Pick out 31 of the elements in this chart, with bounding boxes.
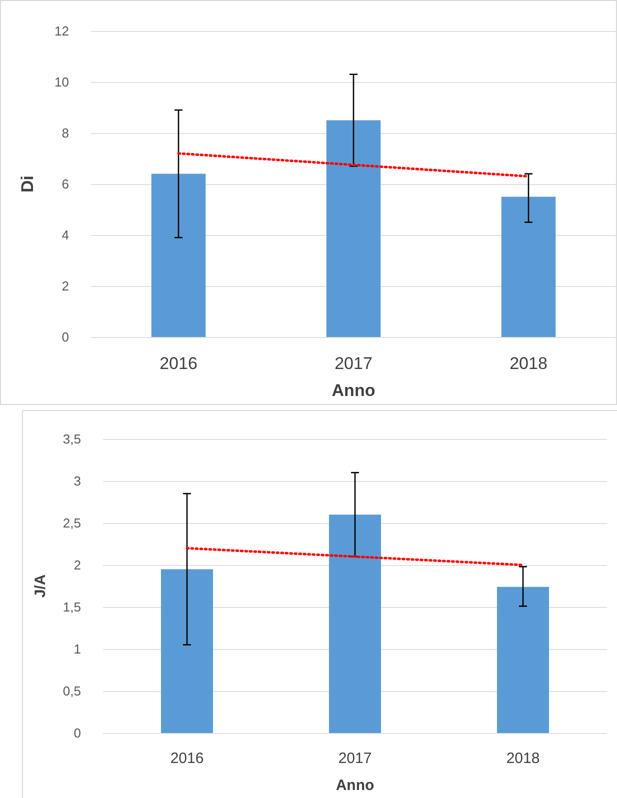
bar	[501, 196, 556, 337]
bar	[328, 514, 382, 733]
x-tick-label: 2016	[160, 354, 198, 373]
y-tick-label: 3,5	[62, 432, 81, 446]
x-tick-label: 2016	[170, 750, 204, 767]
bar	[160, 569, 214, 733]
y-tick-label: 1,5	[62, 600, 81, 614]
y-tick-label: 12	[54, 24, 69, 38]
y-tick-label: 6	[62, 176, 69, 192]
y-tick-label: 0	[74, 726, 81, 740]
y-tick-label: 2	[62, 278, 69, 294]
bar	[151, 174, 206, 337]
bar	[496, 586, 550, 733]
x-axis-title: Anno	[336, 777, 374, 794]
bar	[326, 120, 381, 337]
y-tick-label: 0	[62, 330, 69, 344]
y-tick-label: 2,5	[62, 516, 81, 530]
y-tick-label: 8	[62, 126, 69, 140]
x-tick-label: 2018	[510, 354, 548, 373]
y-tick-label: 10	[54, 74, 69, 90]
y-tick-label: 2	[74, 558, 81, 572]
y-tick-label: 0,5	[62, 684, 81, 698]
y-tick-label: 3	[74, 474, 81, 488]
y-tick-label: 1	[74, 642, 81, 656]
x-tick-label: 2018	[506, 750, 540, 767]
y-axis-title: J/A	[32, 574, 49, 598]
x-axis-title: Anno	[332, 381, 376, 400]
y-tick-label: 4	[62, 228, 69, 242]
y-axis-title: Di	[18, 176, 37, 192]
x-tick-label: 2017	[338, 750, 372, 767]
x-tick-label: 2017	[334, 354, 372, 373]
